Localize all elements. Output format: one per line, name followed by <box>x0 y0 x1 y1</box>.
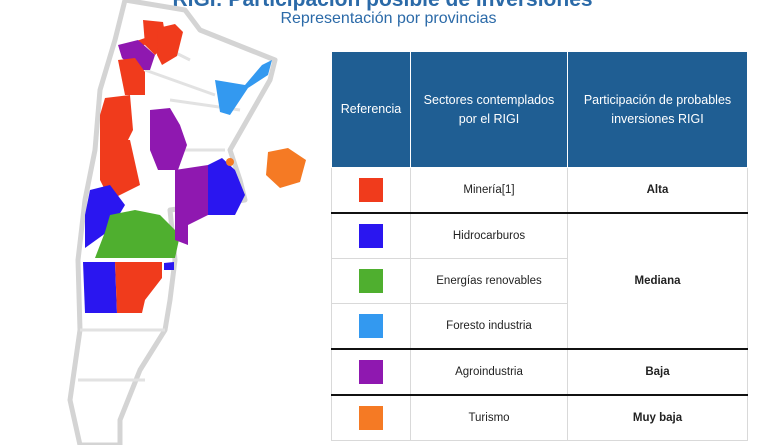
map-province-hidrocarburos <box>85 185 125 248</box>
map-province-minería <box>118 58 145 95</box>
map-province-agro <box>175 165 208 245</box>
header-reference: Referencia <box>331 51 411 168</box>
color-swatch-hidrocarburos <box>359 224 383 248</box>
map-province-hidrocarburos-south <box>83 262 117 313</box>
color-swatch-minería <box>359 178 383 202</box>
reference-cell <box>331 303 411 350</box>
color-swatch-renovables <box>359 269 383 293</box>
reference-cell <box>331 213 411 259</box>
map-province-tierra-del-fuego <box>164 262 174 270</box>
level-cell: Alta <box>567 167 748 214</box>
map-province-renovables <box>95 210 180 258</box>
map-province-agro <box>150 108 187 170</box>
sector-cell: Hidrocarburos <box>410 213 568 259</box>
map-province-minería <box>100 95 133 140</box>
header-participation: Participación de probables inversiones R… <box>567 51 748 168</box>
table-row: Hidrocarburos Mediana <box>331 213 748 350</box>
header-sectors: Sectores contemplados por el RIGI <box>410 51 568 168</box>
color-swatch-foresto <box>359 314 383 338</box>
table-row: Energías renovables <box>331 258 748 304</box>
table-row: Foresto industria <box>331 303 748 350</box>
page-title: RIGI: Participación posible de inversion… <box>0 0 765 12</box>
reference-cell <box>331 349 411 396</box>
map-province-foresto <box>215 60 272 115</box>
table-row: Turismo Muy baja <box>331 395 748 441</box>
level-cell: Mediana <box>567 213 748 350</box>
map-province-turismo <box>266 148 306 188</box>
reference-cell <box>331 395 411 441</box>
sector-cell: Minería[1] <box>410 167 568 214</box>
argentina-province-map <box>67 0 306 445</box>
sector-cell: Foresto industria <box>410 303 568 350</box>
map-province-hidrocarburos <box>208 158 245 215</box>
map-province-minería-south <box>115 262 162 313</box>
table-row: Minería[1] Alta <box>331 167 748 214</box>
sector-cell: Energías renovables <box>410 258 568 304</box>
map-inner-borders <box>78 38 241 382</box>
sector-cell: Agroindustria <box>410 349 568 396</box>
map-province-minería-north <box>157 24 183 65</box>
page-subtitle: Representación por provincias <box>280 10 497 27</box>
color-swatch-agroindustria <box>359 360 383 384</box>
reference-cell <box>331 167 411 214</box>
sector-cell: Turismo <box>410 395 568 441</box>
color-swatch-turismo <box>359 406 383 430</box>
level-cell: Muy baja <box>567 395 748 441</box>
map-point-turismo <box>226 158 234 166</box>
reference-cell <box>331 258 411 304</box>
level-cell: Baja <box>567 349 748 396</box>
table-row: Agroindustria Baja <box>331 349 748 396</box>
table-header-row: Referencia Sectores contemplados por el … <box>331 51 748 168</box>
rigi-sectors-table: Referencia Sectores contemplados por el … <box>331 51 748 441</box>
